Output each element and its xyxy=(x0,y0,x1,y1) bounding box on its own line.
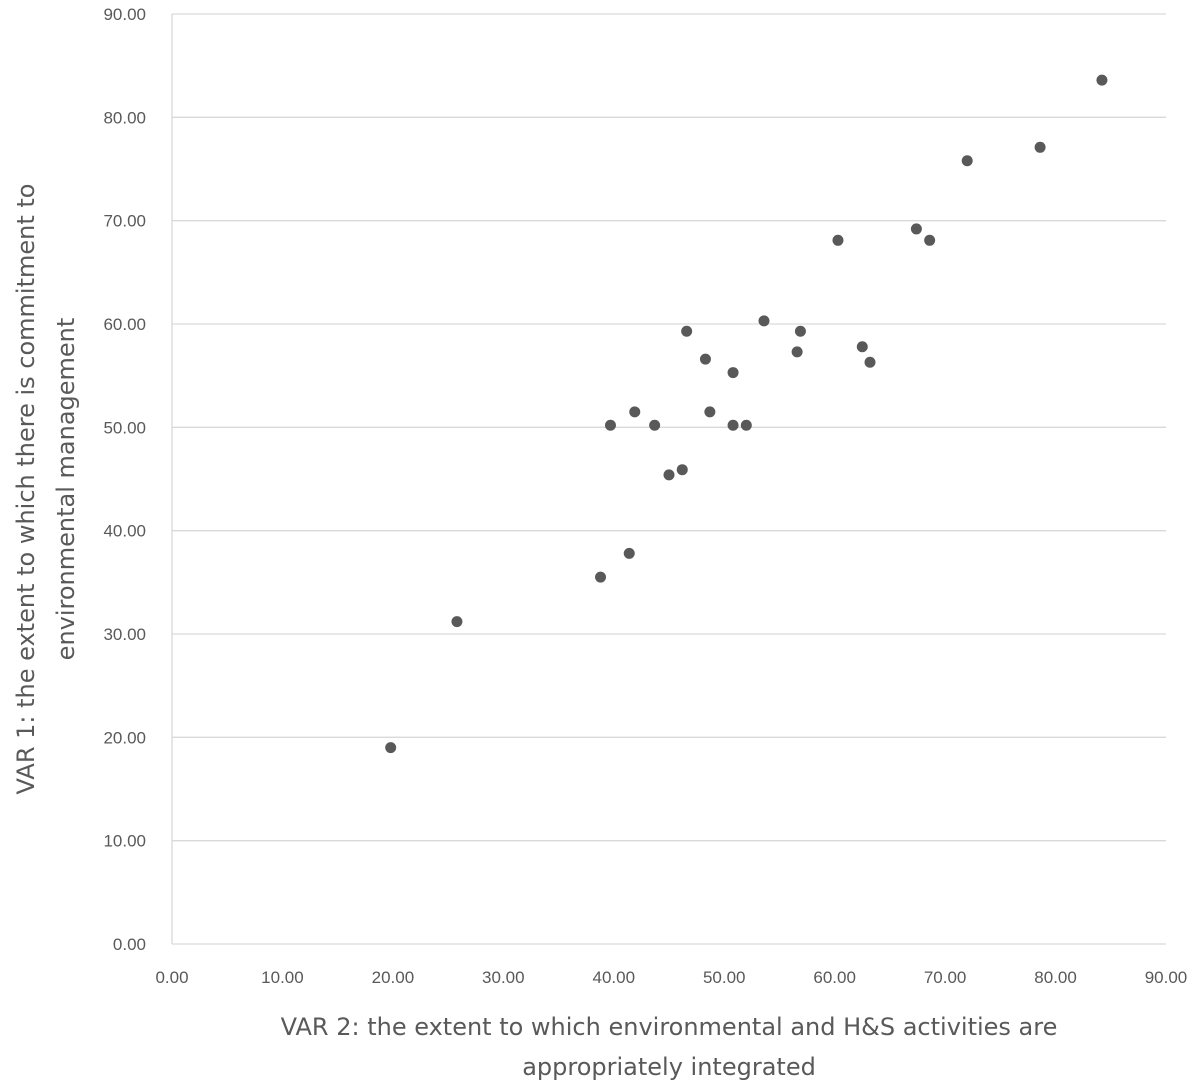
y-tick-label: 20.00 xyxy=(103,728,146,747)
data-point xyxy=(740,419,752,431)
y-tick-label: 80.00 xyxy=(103,108,146,127)
data-point xyxy=(451,616,463,628)
data-point xyxy=(1034,141,1046,153)
data-point xyxy=(663,469,675,481)
x-axis-title-line-2: appropriately integrated xyxy=(522,1053,816,1081)
data-point xyxy=(681,325,693,337)
x-tick-label: 40.00 xyxy=(593,968,636,987)
y-axis-title-line-2: environmental management xyxy=(52,318,80,661)
x-tick-labels: 0.00 10.00 20.00 30.00 40.00 50.00 60.00 70.00 8… xyxy=(155,968,1187,987)
x-axis-title-line-1: VAR 2: the extent to which environmental… xyxy=(281,1013,1058,1041)
x-tick-label: 20.00 xyxy=(372,968,415,987)
y-tick-label: 0.00 xyxy=(113,935,146,954)
data-point xyxy=(791,346,803,358)
data-point xyxy=(704,406,716,418)
data-point xyxy=(385,742,397,754)
y-tick-label: 30.00 xyxy=(103,625,146,644)
data-points xyxy=(385,74,1108,754)
x-tick-label: 90.00 xyxy=(1145,968,1188,987)
y-tick-label: 60.00 xyxy=(103,315,146,334)
data-point xyxy=(604,419,616,431)
y-axis-title-line-1: VAR 1: the extent to which there is comm… xyxy=(12,184,40,795)
y-tick-label: 50.00 xyxy=(103,418,146,437)
data-point xyxy=(856,341,868,353)
x-tick-label: 80.00 xyxy=(1034,968,1077,987)
y-tick-label: 40.00 xyxy=(103,522,146,541)
y-tick-label: 90.00 xyxy=(103,5,146,24)
y-tick-labels: 0.00 10.00 20.00 30.00 40.00 50.00 60.00 70.00 8… xyxy=(103,5,146,954)
x-tick-label: 70.00 xyxy=(924,968,967,987)
y-tick-label: 10.00 xyxy=(103,832,146,851)
data-point xyxy=(727,419,739,431)
data-point xyxy=(676,464,688,476)
gridlines xyxy=(172,13,1166,842)
data-point xyxy=(864,356,876,368)
data-point xyxy=(727,367,739,379)
x-tick-label: 50.00 xyxy=(703,968,746,987)
data-point xyxy=(699,353,711,365)
data-point xyxy=(910,223,922,235)
data-point xyxy=(924,234,936,246)
data-point xyxy=(595,571,607,583)
x-tick-label: 0.00 xyxy=(155,968,188,987)
data-point xyxy=(623,547,635,559)
y-tick-label: 70.00 xyxy=(103,212,146,231)
x-tick-label: 60.00 xyxy=(813,968,856,987)
data-point xyxy=(794,325,806,337)
data-point xyxy=(832,234,844,246)
data-point xyxy=(1096,74,1108,86)
data-point xyxy=(649,419,661,431)
x-tick-label: 10.00 xyxy=(261,968,304,987)
data-point xyxy=(629,406,641,418)
data-point xyxy=(961,155,973,167)
data-point xyxy=(758,315,770,327)
x-tick-label: 30.00 xyxy=(482,968,525,987)
